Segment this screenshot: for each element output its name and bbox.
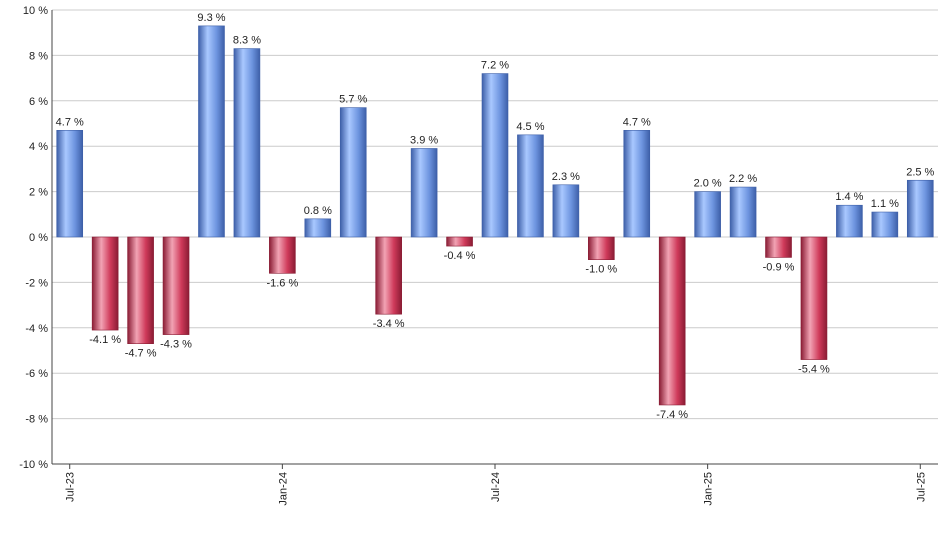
x-tick-label: Jul-23: [65, 472, 77, 502]
bar-jun-25: [871, 211, 899, 238]
bar-apr-25: [800, 236, 828, 360]
data-label: 2.2 %: [729, 173, 757, 185]
bar-jun-24: [446, 236, 473, 247]
bar-jul-23: [56, 130, 84, 238]
bar-aug-23: [91, 236, 119, 331]
data-label: -0.9 %: [763, 261, 795, 273]
y-tick-label: -10 %: [19, 459, 48, 471]
bar-feb-24: [304, 218, 332, 238]
y-tick-label: -2 %: [25, 277, 48, 289]
bar-jul-25: [906, 179, 934, 238]
data-label: 9.3 %: [197, 12, 225, 24]
bar-feb-25: [729, 186, 757, 238]
bar-mar-24: [339, 107, 367, 238]
bar-dec-24: [658, 236, 686, 406]
bar-may-24: [410, 148, 438, 238]
data-label: -3.4 %: [373, 318, 405, 330]
bar-aug-24: [517, 134, 544, 238]
y-tick-label: 4 %: [29, 141, 48, 153]
bar-oct-23: [162, 236, 190, 335]
data-label: 1.1 %: [871, 198, 899, 210]
y-axis-ticks: 10 % 8 % 6 % 4 % 2 % 0 % -2 % -4 % -6 % -8 % -10 %: [19, 5, 48, 471]
data-label: 4.7 %: [56, 116, 84, 128]
x-tick-label: Jul-25: [915, 472, 927, 502]
bar-sep-24: [552, 184, 580, 238]
data-label: -1.6 %: [266, 277, 298, 289]
data-label: 8.3 %: [233, 35, 261, 47]
data-label: -0.4 %: [444, 250, 476, 262]
bar-jul-24: [481, 73, 509, 238]
bar-nov-23: [198, 25, 225, 238]
x-tick-label: Jan-24: [277, 472, 289, 506]
data-label: 3.9 %: [410, 134, 438, 146]
data-label: -5.4 %: [798, 364, 830, 376]
bar-may-25: [836, 204, 863, 238]
y-tick-label: 0 %: [29, 232, 48, 244]
data-labels: 4.7 % -4.1 % -4.7 %-4.3 % 9.3 % 8.3 % -1.6 % 0…: [56, 12, 935, 421]
x-tick-label: Jul-24: [490, 472, 502, 502]
y-tick-label: -6 %: [25, 368, 48, 380]
data-label: -1.0 %: [585, 264, 617, 276]
data-label: 2.3 %: [552, 171, 580, 183]
bar-dec-23: [233, 48, 261, 238]
bar-jan-24: [269, 236, 296, 274]
data-label: -7.4 %: [656, 409, 688, 421]
x-axis-ticks: Jul-23 Jan-24 Jul-24 Jan-25 Jul-25: [65, 464, 927, 506]
data-label: 5.7 %: [339, 94, 367, 106]
bar-mar-25: [765, 236, 792, 258]
y-tick-label: 6 %: [29, 96, 48, 108]
y-tick-label: -8 %: [25, 414, 48, 426]
bar-apr-24: [375, 236, 402, 315]
bar-oct-24: [588, 236, 615, 261]
bar-nov-24: [623, 130, 651, 238]
data-label: 4.5 %: [516, 121, 544, 133]
y-tick-label: -4 %: [25, 323, 48, 335]
data-label: 2.5 %: [906, 166, 934, 178]
y-tick-label: 10 %: [23, 5, 48, 17]
data-label: 7.2 %: [481, 60, 509, 72]
x-tick-label: Jan-25: [703, 472, 715, 506]
data-label: -4.7 %: [125, 348, 157, 360]
data-label: -4.3 %: [160, 339, 192, 351]
data-label: -4.1 %: [89, 334, 121, 346]
data-label: 1.4 %: [835, 191, 863, 203]
bars: [56, 25, 934, 406]
bar-sep-23: [127, 236, 154, 344]
y-tick-label: 8 %: [29, 50, 48, 62]
data-label: 4.7 %: [623, 116, 651, 128]
data-label: 0.8 %: [304, 205, 332, 217]
data-label: 2.0 %: [694, 178, 722, 190]
bar-jan-25: [694, 191, 721, 238]
y-tick-label: 2 %: [29, 187, 48, 199]
